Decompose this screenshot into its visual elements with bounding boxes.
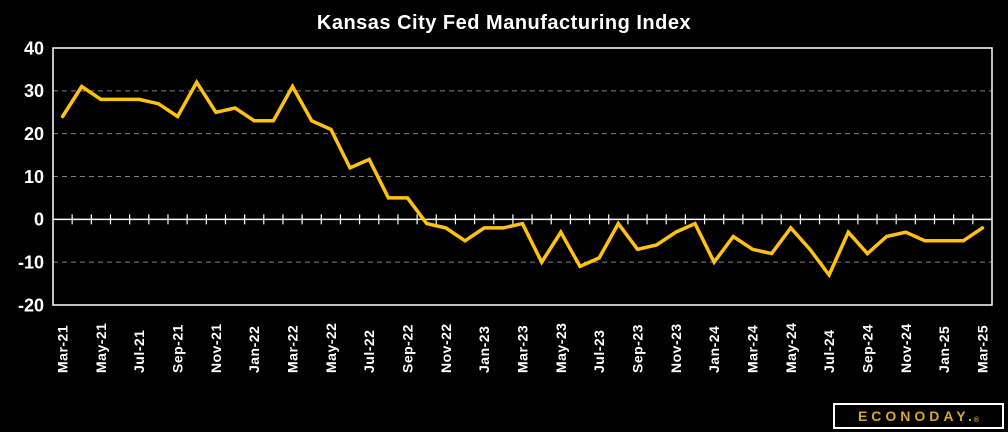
- x-tick-label: Nov-24: [898, 323, 914, 373]
- y-tick-label: -10: [18, 252, 44, 272]
- y-tick-label: -20: [18, 295, 44, 315]
- x-tick-label: Mar-24: [744, 325, 760, 373]
- y-tick-label: 20: [24, 124, 44, 144]
- x-tick-label: Mar-25: [974, 325, 990, 373]
- x-tick-label: Jan-25: [936, 326, 952, 373]
- registered-trademark-icon: ®: [973, 417, 980, 424]
- x-tick-label: Jul-24: [821, 330, 837, 373]
- x-tick-label: Mar-23: [515, 325, 531, 373]
- y-tick-label: 10: [24, 167, 44, 187]
- econoday-logo-text: ECONODAY.: [857, 408, 976, 424]
- x-tick-label: Jul-23: [591, 330, 607, 373]
- econoday-logo: ECONODAY. ®: [833, 403, 1004, 429]
- x-tick-label: Jul-21: [131, 330, 147, 373]
- x-tick-label: May-21: [93, 323, 109, 373]
- x-tick-label: May-23: [553, 323, 569, 373]
- x-tick-label: Sep-22: [400, 324, 416, 373]
- x-tick-label: Mar-22: [285, 325, 301, 373]
- x-tick-label: May-22: [323, 323, 339, 373]
- x-tick-label: Jan-22: [246, 326, 262, 373]
- x-tick-label: Nov-21: [208, 323, 224, 373]
- chart-title: Kansas City Fed Manufacturing Index: [316, 12, 692, 34]
- x-tick-label: Mar-21: [55, 325, 71, 373]
- y-tick-label: 30: [24, 81, 44, 101]
- x-tick-label: Jan-24: [706, 326, 722, 373]
- x-tick-label: Sep-23: [629, 324, 645, 373]
- y-tick-label: 40: [24, 38, 44, 58]
- data-line: [60, 78, 985, 279]
- y-tick-label: 0: [34, 210, 44, 230]
- x-tick-label: Nov-22: [438, 323, 454, 373]
- x-tick-label: May-24: [783, 323, 799, 373]
- x-tick-label: Nov-23: [668, 323, 684, 373]
- x-tick-label: Jul-22: [361, 330, 377, 373]
- x-tick-label: Sep-21: [170, 324, 186, 373]
- x-tick-label: Jan-23: [476, 326, 492, 373]
- x-tick-label: Sep-24: [859, 324, 875, 373]
- plot-border: [52, 47, 993, 306]
